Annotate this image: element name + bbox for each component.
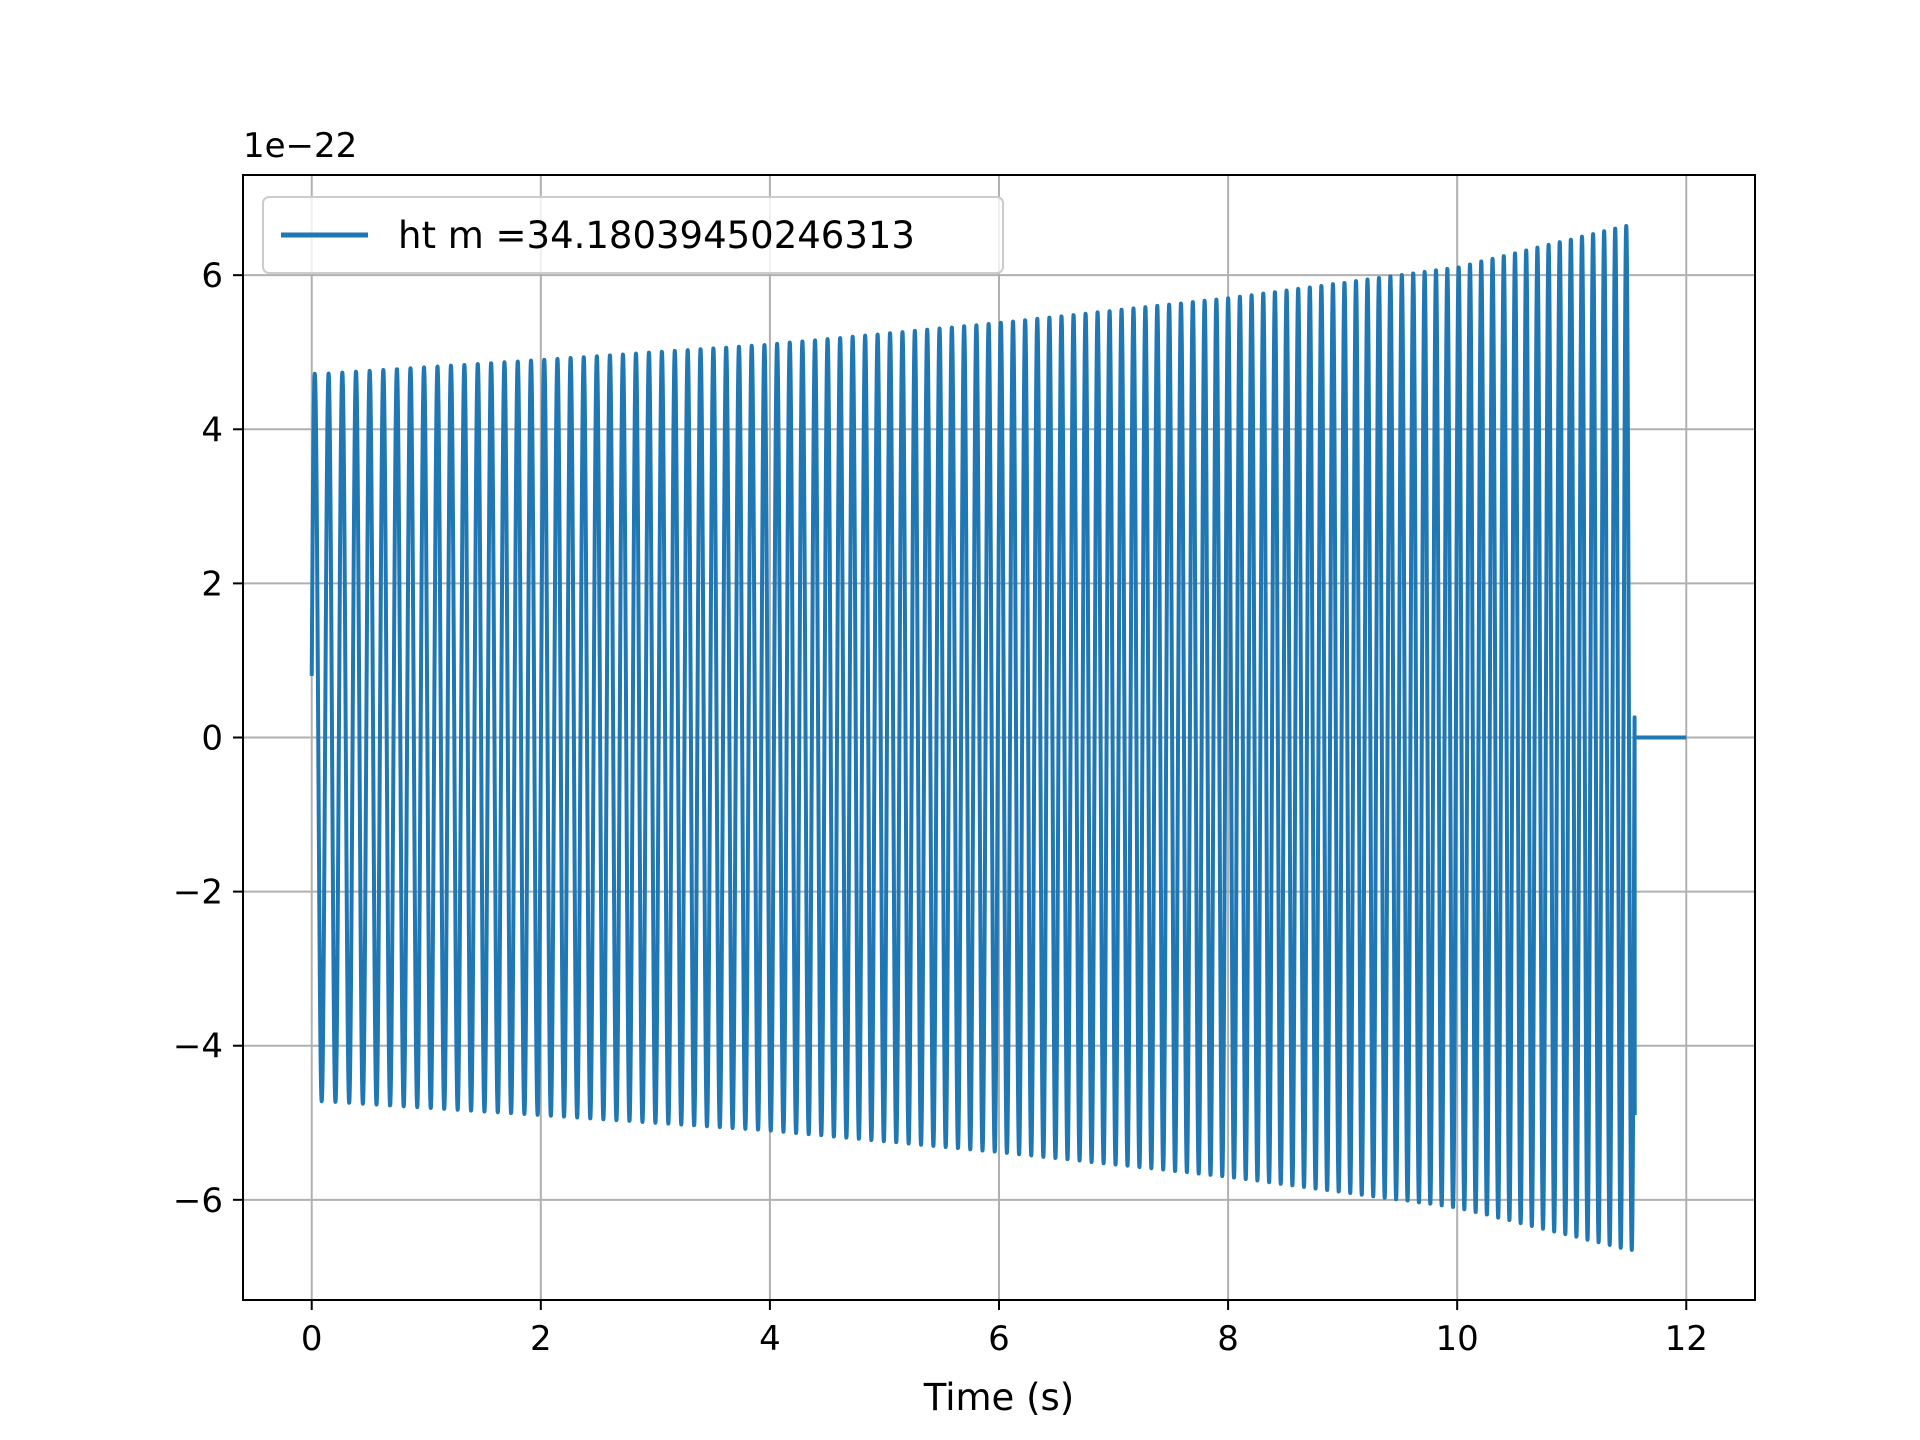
y-tick-label: 6 — [201, 256, 223, 296]
plot-area — [309, 223, 1687, 1252]
series-line-ht — [309, 223, 1687, 1252]
x-tick-label: 8 — [1217, 1319, 1239, 1359]
y-tick-label: 2 — [201, 564, 223, 604]
legend-entry-label: ht m =34.18039450246313 — [398, 214, 915, 257]
x-tick-label: 10 — [1436, 1319, 1479, 1359]
x-tick-label: 2 — [530, 1319, 552, 1359]
y-tick-label: 4 — [201, 410, 223, 450]
x-tick-label: 6 — [988, 1319, 1010, 1359]
y-tick-label: −4 — [173, 1027, 223, 1067]
legend: ht m =34.18039450246313 — [262, 196, 1004, 274]
x-axis-label: Time (s) — [923, 1376, 1074, 1419]
x-tick-label: 12 — [1665, 1319, 1708, 1359]
y-tick-label: −2 — [173, 873, 223, 913]
legend-box — [262, 196, 1004, 274]
ticks: 0 2 4 6 8 10 12 −6 −4 −2 0 2 4 6 — [173, 256, 1708, 1359]
y-tick-label: −6 — [173, 1181, 223, 1221]
x-tick-label: 0 — [301, 1319, 323, 1359]
y-tick-label: 0 — [201, 719, 223, 759]
y-offset-text: 1e−22 — [243, 126, 357, 166]
x-tick-label: 4 — [759, 1319, 781, 1359]
